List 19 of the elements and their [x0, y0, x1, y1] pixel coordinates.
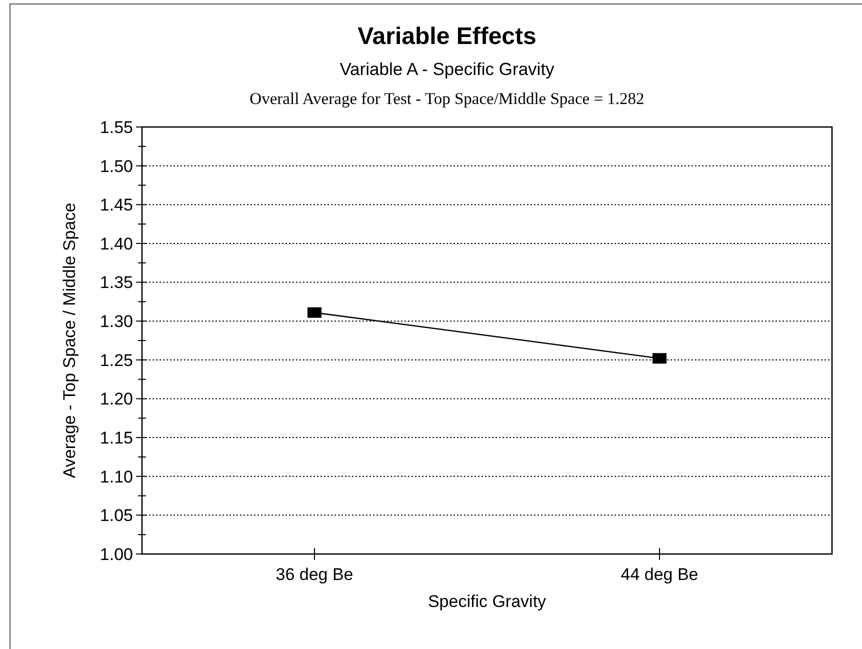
- x-tick-label: 44 deg Be: [620, 565, 698, 584]
- y-tick-label: 1.40: [100, 234, 133, 254]
- y-tick-label: 1.30: [100, 312, 133, 332]
- x-axis-title: Specific Gravity: [428, 592, 547, 611]
- y-tick-label: 1.45: [100, 196, 133, 215]
- chart-title: Variable Effects: [358, 23, 536, 50]
- text: Overall Average for Test - Top Space/Middle Space = 1.282: [250, 89, 644, 108]
- y-tick-label: 1.00: [100, 544, 133, 564]
- y-tick-label: 1.15: [100, 428, 133, 448]
- y-axis-title: Average - Top Space / Middle Space: [60, 202, 79, 478]
- chart-subtitle: Variable A - Specific Gravity: [340, 59, 555, 79]
- y-tick-label: 1.55: [100, 118, 133, 137]
- y-tick-label: 1.05: [100, 506, 133, 526]
- y-tick-label: 1.35: [100, 273, 133, 292]
- x-tick-label: 36 deg Be: [276, 565, 354, 584]
- y-tick-label: 1.25: [100, 350, 133, 370]
- y-tick-label: 1.50: [100, 156, 133, 176]
- y-tick-label: 1.10: [100, 467, 133, 486]
- y-tick-label: 1.20: [100, 390, 133, 409]
